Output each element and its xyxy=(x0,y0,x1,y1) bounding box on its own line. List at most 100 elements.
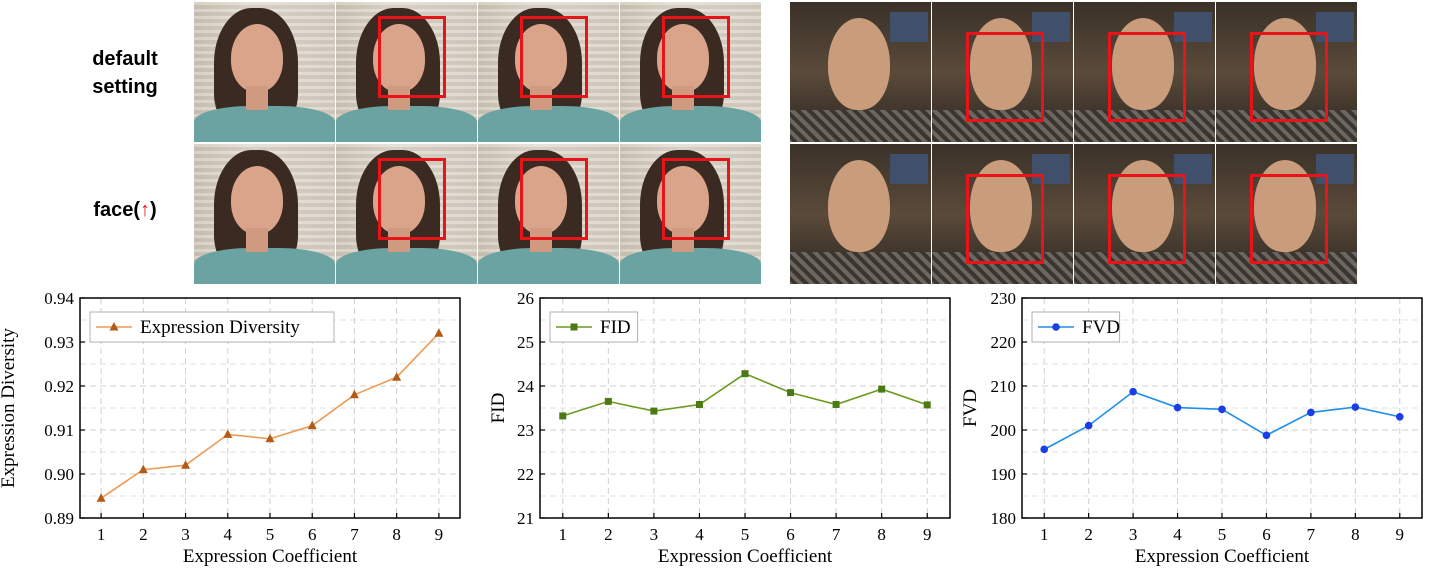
legend-label: FID xyxy=(600,317,631,338)
shirt xyxy=(1074,110,1215,142)
x-tick-label: 7 xyxy=(350,525,359,544)
shoulders xyxy=(620,248,761,284)
y-tick-label: 0.94 xyxy=(44,290,74,308)
data-point xyxy=(1218,405,1226,414)
x-tick-label: 9 xyxy=(923,525,932,544)
x-tick-label: 9 xyxy=(1396,525,1405,544)
woman-frame xyxy=(620,2,761,142)
background-shelf xyxy=(890,154,928,184)
woman-frame xyxy=(620,144,761,284)
data-point xyxy=(741,370,749,378)
legend-label: Expression Diversity xyxy=(140,317,300,338)
data-point xyxy=(559,412,567,420)
x-tick-label: 5 xyxy=(741,525,750,544)
y-tick-label: 0.93 xyxy=(44,333,74,352)
data-point xyxy=(96,493,106,502)
y-tick-label: 190 xyxy=(991,465,1017,484)
data-point xyxy=(1084,421,1093,430)
neck xyxy=(246,228,268,252)
x-tick-label: 9 xyxy=(435,525,444,544)
face xyxy=(373,166,425,234)
face-highlight-box xyxy=(378,158,446,240)
up-arrow-icon: ↑ xyxy=(140,199,151,221)
face-highlight-box xyxy=(1250,174,1328,264)
y-tick-label: 200 xyxy=(991,421,1017,440)
data-point xyxy=(695,400,703,408)
x-tick-label: 7 xyxy=(1307,525,1316,544)
x-tick-label: 4 xyxy=(224,525,233,544)
y-tick-label: 26 xyxy=(517,290,534,308)
data-point xyxy=(1173,403,1182,412)
y-tick-label: 21 xyxy=(517,509,534,528)
row-label-default-setting: default setting xyxy=(70,45,180,101)
x-tick-label: 8 xyxy=(1351,525,1360,544)
face xyxy=(828,18,890,110)
fvd-chart: 180 190 200 210 220 230 1 2 3 4 5 6 7 8 9 Expression Co… xyxy=(962,290,1423,567)
data-point xyxy=(223,429,233,438)
face-highlight-box xyxy=(378,16,446,98)
data-point xyxy=(604,397,612,405)
shirt xyxy=(1216,110,1357,142)
y-tick-label: 24 xyxy=(517,377,535,396)
face xyxy=(373,24,425,92)
data-point xyxy=(138,464,148,474)
x-tick-label: 2 xyxy=(1084,525,1093,544)
x-tick-label: 1 xyxy=(559,525,568,544)
y-tick-label: 22 xyxy=(517,465,534,484)
face xyxy=(515,24,567,92)
x-tick-label: 2 xyxy=(604,525,613,544)
data-point xyxy=(878,385,886,393)
background-shelf xyxy=(1032,12,1070,42)
data-point xyxy=(650,407,658,415)
legend-label: FVD xyxy=(1082,317,1120,338)
data-point xyxy=(1129,387,1137,396)
data-point xyxy=(1351,403,1360,411)
x-tick-label: 1 xyxy=(1040,525,1049,544)
data-point xyxy=(787,389,795,397)
background-shelf xyxy=(890,12,928,42)
y-tick-label: 25 xyxy=(517,333,534,352)
row-label-face-suffix: ) xyxy=(150,199,157,221)
x-tick-label: 6 xyxy=(1262,525,1271,544)
background-shelf xyxy=(1316,12,1354,42)
data-point xyxy=(434,328,444,337)
data-point xyxy=(265,433,275,443)
y-tick-label: 0.92 xyxy=(44,377,74,396)
shirt xyxy=(932,110,1073,142)
y-tick-label: 230 xyxy=(991,290,1017,308)
face xyxy=(657,166,709,234)
x-tick-label: 7 xyxy=(832,525,841,544)
data-point xyxy=(181,460,191,469)
shoulders xyxy=(478,106,619,142)
face-highlight-box xyxy=(1250,32,1328,122)
neck xyxy=(672,86,694,110)
shoulders xyxy=(336,106,477,142)
y-tick-label: 23 xyxy=(517,421,534,440)
x-tick-label: 8 xyxy=(877,525,886,544)
neck xyxy=(530,86,552,110)
y-axis-label: FID xyxy=(490,393,509,424)
y-tick-label: 0.91 xyxy=(44,421,74,440)
face xyxy=(231,24,283,92)
background-shelf xyxy=(1316,154,1354,184)
data-point xyxy=(1262,431,1271,440)
data-point xyxy=(923,401,931,409)
x-tick-label: 8 xyxy=(392,525,401,544)
face xyxy=(231,166,283,234)
data-point xyxy=(832,400,840,408)
woman-frame xyxy=(336,144,477,284)
y-axis-label: FVD xyxy=(962,389,981,427)
data-point xyxy=(349,389,359,399)
y-axis-label: Expression Diversity xyxy=(0,328,19,488)
neck xyxy=(672,228,694,252)
y-tick-label: 180 xyxy=(991,509,1017,528)
data-point xyxy=(1040,445,1049,454)
face-highlight-box xyxy=(520,158,588,240)
data-point xyxy=(392,372,402,381)
row-label-line-2: setting xyxy=(92,76,158,98)
legend-marker xyxy=(1052,323,1060,331)
legend-marker xyxy=(109,322,119,331)
data-point xyxy=(307,420,317,430)
row-label-face-up: face(↑) xyxy=(70,196,180,224)
